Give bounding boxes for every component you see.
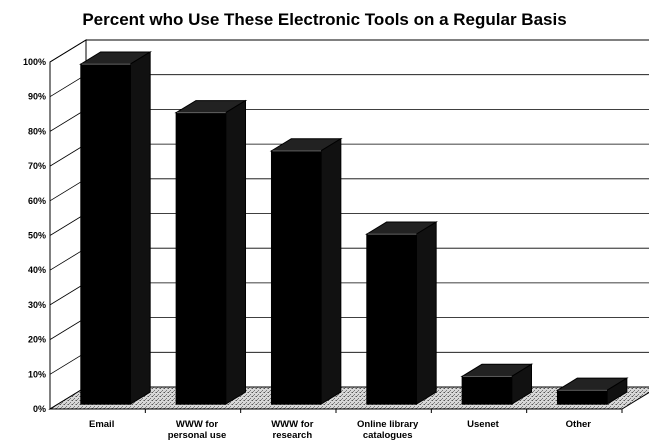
gridline-side [49, 317, 87, 340]
bar-front [366, 233, 417, 405]
x-tick-label: Online library catalogues [357, 419, 419, 441]
x-tick-label: Usenet [467, 419, 500, 430]
x-tick-label: Other [566, 419, 592, 430]
gridline-side [49, 178, 87, 202]
bar [460, 363, 534, 406]
y-tick-label: 50% [28, 231, 46, 241]
y-tick-label: 80% [28, 126, 46, 136]
bar [174, 99, 248, 406]
gridline-side [49, 247, 87, 271]
gridline-side [49, 74, 87, 98]
bar-front [175, 112, 227, 405]
x-tick-label: Email [89, 419, 114, 430]
gridline-side [49, 109, 87, 132]
bars [79, 51, 629, 406]
y-tick-label: 90% [28, 92, 46, 102]
bar-front [270, 150, 322, 405]
chart-title: Percent who Use These Electronic Tools o… [82, 10, 567, 29]
bar-front [461, 375, 513, 405]
y-tick-label: 60% [28, 196, 46, 206]
bar [365, 221, 438, 406]
y-tick-label: 40% [28, 265, 46, 275]
x-tick-label: WWW for research [271, 419, 314, 441]
y-tick-label: 20% [28, 335, 46, 345]
gridline-side [49, 213, 87, 236]
gridline-side [49, 351, 87, 375]
y-tick-label: 0% [33, 404, 46, 414]
y-tick-label: 30% [28, 300, 46, 310]
gridline-side [49, 39, 87, 63]
bar [555, 377, 629, 406]
y-tick-label: 70% [28, 161, 46, 171]
gridline-side [49, 143, 87, 167]
bar [79, 51, 152, 406]
y-tick-label: 10% [28, 369, 46, 379]
y-tick-label: 100% [23, 57, 46, 67]
x-axis-ticks: Email WWW for personal use WWW for research O… [89, 409, 623, 441]
x-tick-label: WWW for personal use [168, 419, 227, 441]
bar-side [129, 51, 151, 406]
bar-side [225, 99, 247, 406]
bar [269, 137, 343, 406]
bar-front [556, 389, 608, 405]
y-axis-ticks: 0% 10% 20% 30% 40% 50% 60% 70% 80% 90% 100% [23, 57, 46, 414]
bar-front [80, 63, 131, 405]
bar-side [320, 137, 342, 406]
bar-side [415, 221, 437, 406]
gridline-side [49, 282, 87, 306]
